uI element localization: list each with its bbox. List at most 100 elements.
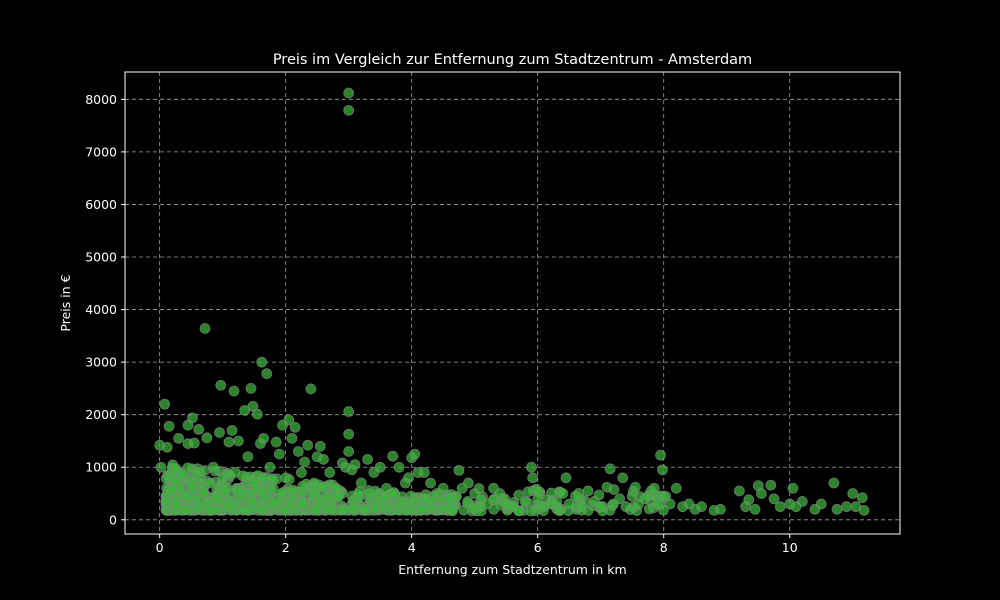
data-point — [387, 450, 399, 462]
data-point — [425, 477, 436, 489]
data-point — [527, 472, 539, 484]
data-point — [519, 496, 531, 507]
data-point — [204, 477, 216, 489]
y-tick-label: 2000 — [85, 407, 117, 422]
data-point — [251, 408, 263, 420]
data-point — [198, 487, 210, 498]
data-point — [280, 472, 292, 484]
data-point — [229, 467, 241, 478]
data-point — [658, 490, 670, 502]
data-point — [267, 497, 279, 509]
data-point — [409, 448, 421, 460]
data-point — [233, 435, 244, 447]
data-point — [526, 461, 537, 473]
data-point — [655, 449, 666, 461]
data-point — [258, 432, 270, 444]
x-tick-label: 6 — [534, 540, 542, 555]
data-point — [343, 104, 355, 116]
data-point — [163, 420, 175, 432]
data-point — [576, 501, 588, 513]
data-point — [193, 424, 205, 435]
data-point — [343, 87, 355, 99]
data-point — [343, 428, 355, 440]
data-point — [297, 480, 309, 492]
data-point — [228, 500, 240, 512]
data-point — [532, 493, 544, 505]
data-point — [557, 488, 569, 499]
data-point — [570, 490, 581, 502]
data-points — [154, 87, 870, 517]
data-point — [155, 461, 167, 473]
data-point — [305, 383, 317, 395]
data-point — [601, 481, 613, 493]
y-tick-label: 1000 — [85, 460, 117, 475]
data-point — [604, 463, 616, 475]
data-point — [217, 472, 229, 484]
data-point — [743, 494, 755, 506]
x-axis-ticks: 0 2 4 6 8 10 — [156, 534, 798, 555]
data-point — [201, 432, 213, 444]
data-point — [657, 464, 668, 476]
data-point — [416, 503, 428, 515]
data-point — [381, 482, 392, 494]
data-point — [296, 498, 307, 510]
data-point — [715, 503, 726, 515]
data-point — [159, 398, 171, 410]
data-point — [330, 482, 342, 494]
data-point — [264, 461, 276, 473]
y-tick-label: 5000 — [85, 250, 117, 265]
data-point — [257, 472, 268, 483]
chart-title: Preis im Vergleich zur Entfernung zum St… — [273, 52, 752, 68]
data-point — [247, 496, 258, 508]
data-point — [273, 448, 285, 460]
data-point — [338, 504, 350, 516]
data-point — [270, 436, 282, 448]
data-point — [215, 379, 227, 391]
data-point — [418, 467, 430, 478]
data-point — [560, 472, 572, 484]
data-point — [266, 473, 278, 485]
y-tick-label: 0 — [109, 512, 117, 527]
data-point — [595, 501, 607, 513]
data-point — [768, 493, 780, 505]
data-point — [187, 412, 198, 424]
y-axis-ticks: 0 1000 2000 3000 4000 5000 6000 7000 8000 — [85, 92, 125, 527]
data-point — [188, 437, 200, 449]
data-point — [318, 453, 329, 465]
x-tick-label: 8 — [660, 540, 668, 555]
data-point — [199, 323, 211, 334]
data-point — [648, 482, 660, 494]
data-point — [326, 504, 338, 516]
data-point — [261, 368, 273, 380]
data-point — [494, 488, 506, 499]
data-point — [302, 439, 314, 451]
x-tick-label: 10 — [782, 540, 798, 555]
data-point — [160, 496, 172, 507]
data-point — [362, 453, 373, 465]
data-point — [643, 503, 655, 515]
data-point — [242, 451, 254, 463]
data-point — [289, 421, 301, 433]
data-point — [299, 456, 310, 468]
x-tick-label: 2 — [282, 540, 290, 555]
data-point — [522, 486, 534, 498]
y-tick-label: 3000 — [85, 355, 117, 370]
data-point — [185, 481, 197, 493]
data-point — [733, 485, 745, 497]
data-point — [749, 503, 761, 515]
data-point — [481, 498, 493, 510]
data-point — [796, 496, 808, 507]
data-point — [173, 432, 184, 444]
data-point — [582, 485, 594, 497]
data-point — [179, 489, 191, 501]
data-point — [629, 481, 641, 493]
data-point — [617, 472, 629, 484]
data-point — [176, 468, 188, 479]
data-point — [755, 488, 767, 499]
data-point — [359, 504, 370, 516]
y-tick-label: 7000 — [85, 144, 117, 159]
data-point — [275, 488, 287, 500]
data-point — [563, 498, 575, 510]
data-point — [314, 440, 326, 452]
data-point — [207, 461, 219, 473]
